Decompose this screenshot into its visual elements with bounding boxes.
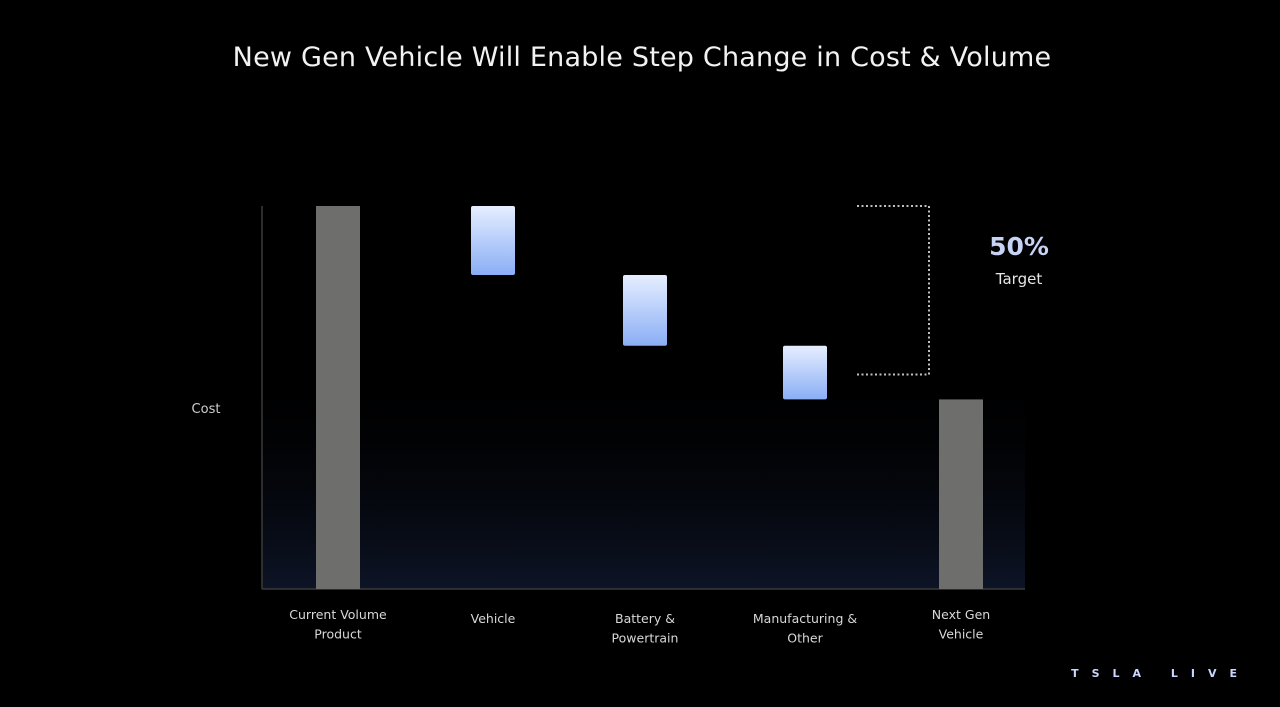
x-tick-label: Product [314, 627, 362, 642]
reduction-bar [783, 345, 827, 400]
annotation-value: 50% [989, 232, 1049, 261]
x-tick-label: Vehicle [471, 611, 516, 626]
x-tick-label: Battery & [615, 611, 675, 626]
total-bar [316, 206, 360, 589]
x-tick-label: Powertrain [612, 631, 679, 646]
x-tick-label: Manufacturing & [753, 611, 857, 626]
x-tick-label: Next Gen [932, 607, 990, 622]
annotation-label: Target [995, 270, 1043, 288]
x-tick-label: Current Volume [289, 607, 387, 622]
plot-background [262, 360, 1025, 589]
reduction-bar [471, 206, 515, 275]
reduction-bar [623, 274, 667, 346]
x-tick-label: Vehicle [939, 627, 984, 642]
brand-logo: TSLA LIVE [1071, 667, 1250, 680]
slide-title: New Gen Vehicle Will Enable Step Change … [232, 42, 1052, 73]
x-tick-label: Other [787, 631, 823, 646]
y-axis-label: Cost [192, 402, 221, 417]
total-bar [939, 399, 983, 589]
